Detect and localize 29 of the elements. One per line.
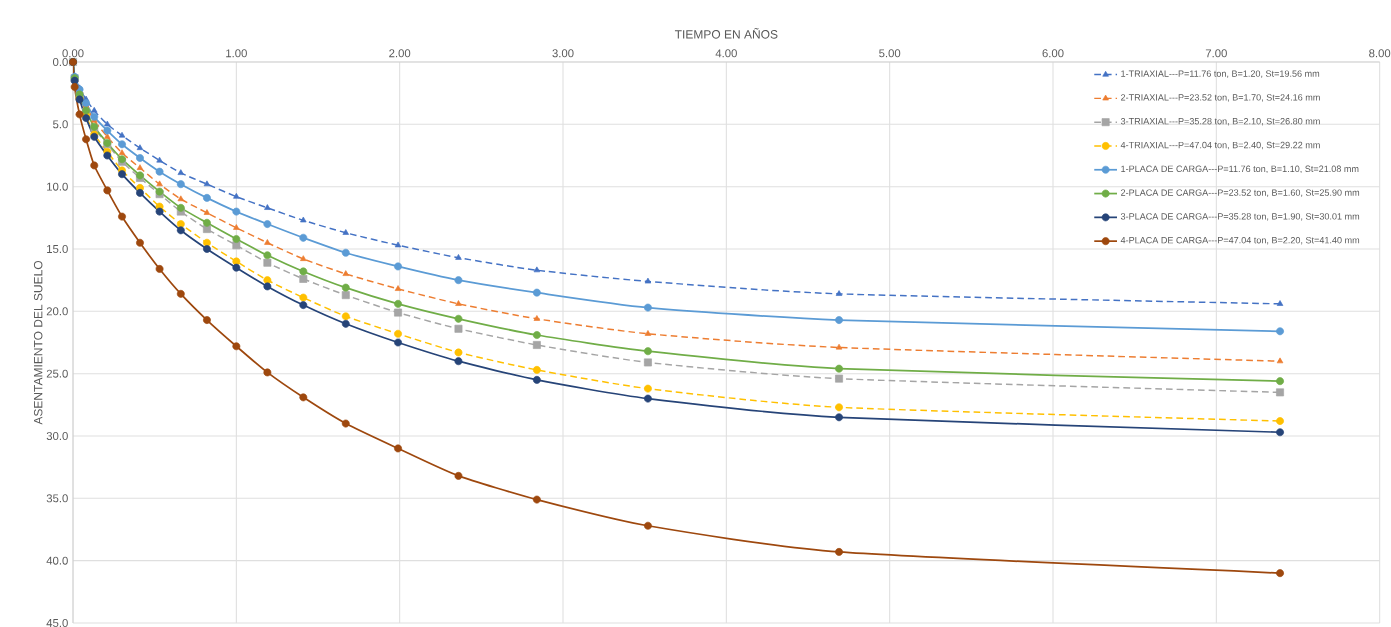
y-tick-label: 0.0 [52,57,68,66]
legend-label: 4-TRIAXIAL---P=47.04 ton, B=2.40, St=29.22 mm [1120,141,1320,150]
y-tick-label: 25.0 [46,369,68,378]
x-axis-title: TIEMPO EN AÑOS [674,27,778,39]
legend-label: 3-PLACA DE CARGA---P=35.28 ton, B=1.90, St=30.01 mm [1120,213,1360,221]
y-tick-label: 10.0 [47,182,68,191]
x-tick-label: 3.00 [552,49,574,58]
legend-label: 4-PLACA DE CARGA---P=47.04 ton, B=2.20, St=41.40 mm [1120,236,1360,245]
y-axis-title: ASENTAMIENTO DEL SUELO [33,260,43,425]
legend-label: 1-TRIAXIAL---P=11.76 ton, B=1.20, St=19.56 mm [1121,70,1320,78]
y-tick-label: 15.0 [47,244,68,253]
x-tick-label: 0.00 [62,49,84,58]
y-tick-label: 30.0 [46,431,68,440]
x-tick-label: 1.00 [226,49,247,58]
y-tick-label: 5.0 [53,120,68,129]
y-tick-label: 20.0 [46,307,68,316]
x-tick-label: 5.00 [879,49,901,58]
legend-label: 2-TRIAXIAL---P=23.52 ton, B=1.70, St=24.16 mm [1121,94,1320,102]
x-tick-label: 6.00 [1042,49,1064,58]
legend-label: 3-TRIAXIAL---P=35.28 ton, B=2.10, St=26.80 mm [1120,117,1320,126]
y-tick-label: 35.0 [46,494,68,503]
x-tick-label: 2.00 [389,49,411,58]
x-tick-label: 8.00 [1369,49,1391,58]
y-tick-label: 45.0 [46,618,68,627]
x-tick-label: 7.00 [1205,49,1227,58]
x-tick-label: 4.00 [715,49,737,58]
y-tick-label: 40.0 [46,556,68,565]
legend-label: 1-PLACA DE CARGA---P=11.76 ton, B=1.10, St=21.08 mm [1121,165,1359,174]
legend-label: 2-PLACA DE CARGA---P=23.52 ton, B=1.60, St=25.90 mm [1121,189,1360,197]
